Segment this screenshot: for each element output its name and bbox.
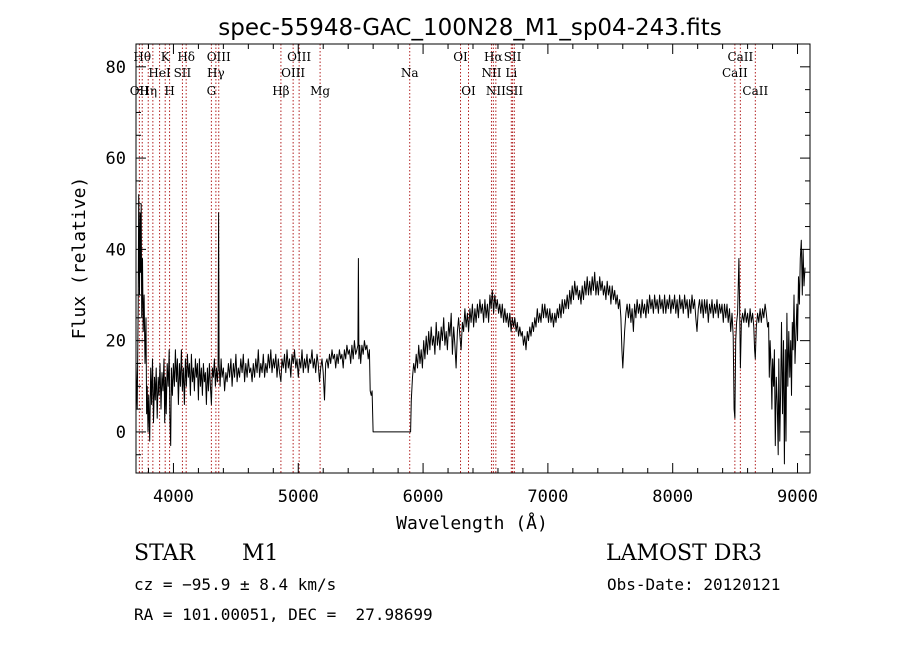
y-axis-label: Flux (relative) bbox=[69, 177, 90, 340]
line-marker-label-18: OI bbox=[461, 84, 476, 98]
line-marker-label-4: HeI bbox=[148, 66, 171, 80]
chart-title: spec-55948-GAC_100N28_M1_sp04-243.fits bbox=[218, 15, 721, 41]
line-marker-label-14: OIII bbox=[287, 50, 311, 64]
spectrum-line bbox=[135, 194, 806, 465]
plot-frame bbox=[135, 43, 811, 474]
line-marker-label-25: CaII bbox=[722, 66, 748, 80]
x-tick-label-4: 8000 bbox=[652, 487, 693, 507]
velocity-readout: cz = −95.9 ± 8.4 km/s bbox=[134, 575, 336, 594]
line-marker-label-20: Hα bbox=[484, 50, 503, 64]
coordinates-readout: RA = 101.00051, DEC = 27.98699 bbox=[134, 605, 433, 624]
line-marker-label-26: CaII bbox=[727, 50, 753, 64]
line-marker-label-12: Hβ bbox=[272, 84, 289, 98]
survey-name: LAMOST DR3 bbox=[606, 541, 762, 566]
line-marker-label-0: OII bbox=[130, 84, 150, 98]
plot-area: OIIHθHηHeIKHSIIHδGHγOIIIHβOIIIOIIIMgNaOI… bbox=[106, 43, 818, 507]
line-marker-label-23: SII bbox=[504, 50, 522, 64]
spectrum-info-footer: STAR M1 LAMOST DR3 cz = −95.9 ± 8.4 km/s… bbox=[134, 541, 780, 624]
line-marker-label-7: SII bbox=[174, 66, 192, 80]
line-marker-label-13: OIII bbox=[281, 66, 305, 80]
line-marker-label-22: Li bbox=[505, 66, 517, 80]
x-tick-label-5: 9000 bbox=[777, 487, 818, 507]
y-axis-ticks: 0 20 40 60 80 bbox=[106, 43, 810, 456]
line-marker-label-16: Na bbox=[401, 66, 419, 80]
y-tick-label-3: 60 bbox=[106, 149, 126, 169]
object-class: STAR bbox=[134, 541, 196, 566]
x-axis-label: Wavelength (Å) bbox=[396, 512, 548, 534]
line-marker-lines bbox=[138, 44, 756, 473]
x-tick-label-1: 5000 bbox=[278, 487, 319, 507]
line-marker-label-10: Hγ bbox=[207, 66, 225, 80]
line-marker-label-15: Mg bbox=[310, 84, 330, 98]
y-tick-label-0: 0 bbox=[116, 423, 126, 443]
line-marker-label-1: Hθ bbox=[133, 50, 151, 64]
line-marker-label-21: NII bbox=[486, 84, 506, 98]
line-marker-label-11: OIII bbox=[207, 50, 231, 64]
x-tick-label-2: 6000 bbox=[403, 487, 444, 507]
x-tick-label-0: 4000 bbox=[153, 487, 194, 507]
object-subclass: M1 bbox=[242, 541, 279, 566]
y-tick-label-4: 80 bbox=[106, 58, 126, 78]
y-tick-label-1: 20 bbox=[106, 332, 126, 352]
line-marker-label-2: Hη bbox=[139, 84, 157, 98]
line-marker-label-9: G bbox=[207, 84, 217, 98]
line-marker-label-19: NII bbox=[481, 66, 501, 80]
line-marker-label-5: K bbox=[161, 50, 171, 64]
y-tick-label-2: 40 bbox=[106, 240, 126, 260]
line-marker-label-27: CaII bbox=[742, 84, 768, 98]
line-marker-label-24: SII bbox=[505, 84, 523, 98]
line-marker-labels: OIIHθHηHeIKHSIIHδGHγOIIIHβOIIIOIIIMgNaOI… bbox=[130, 50, 769, 98]
line-marker-label-8: Hδ bbox=[177, 50, 195, 64]
x-axis-ticks: 4000 5000 6000 7000 8000 9000 bbox=[147, 44, 818, 507]
observation-date: Obs-Date: 20120121 bbox=[607, 575, 780, 594]
x-tick-label-3: 7000 bbox=[527, 487, 568, 507]
line-marker-label-17: OI bbox=[453, 50, 468, 64]
line-marker-label-6: H bbox=[164, 84, 174, 98]
